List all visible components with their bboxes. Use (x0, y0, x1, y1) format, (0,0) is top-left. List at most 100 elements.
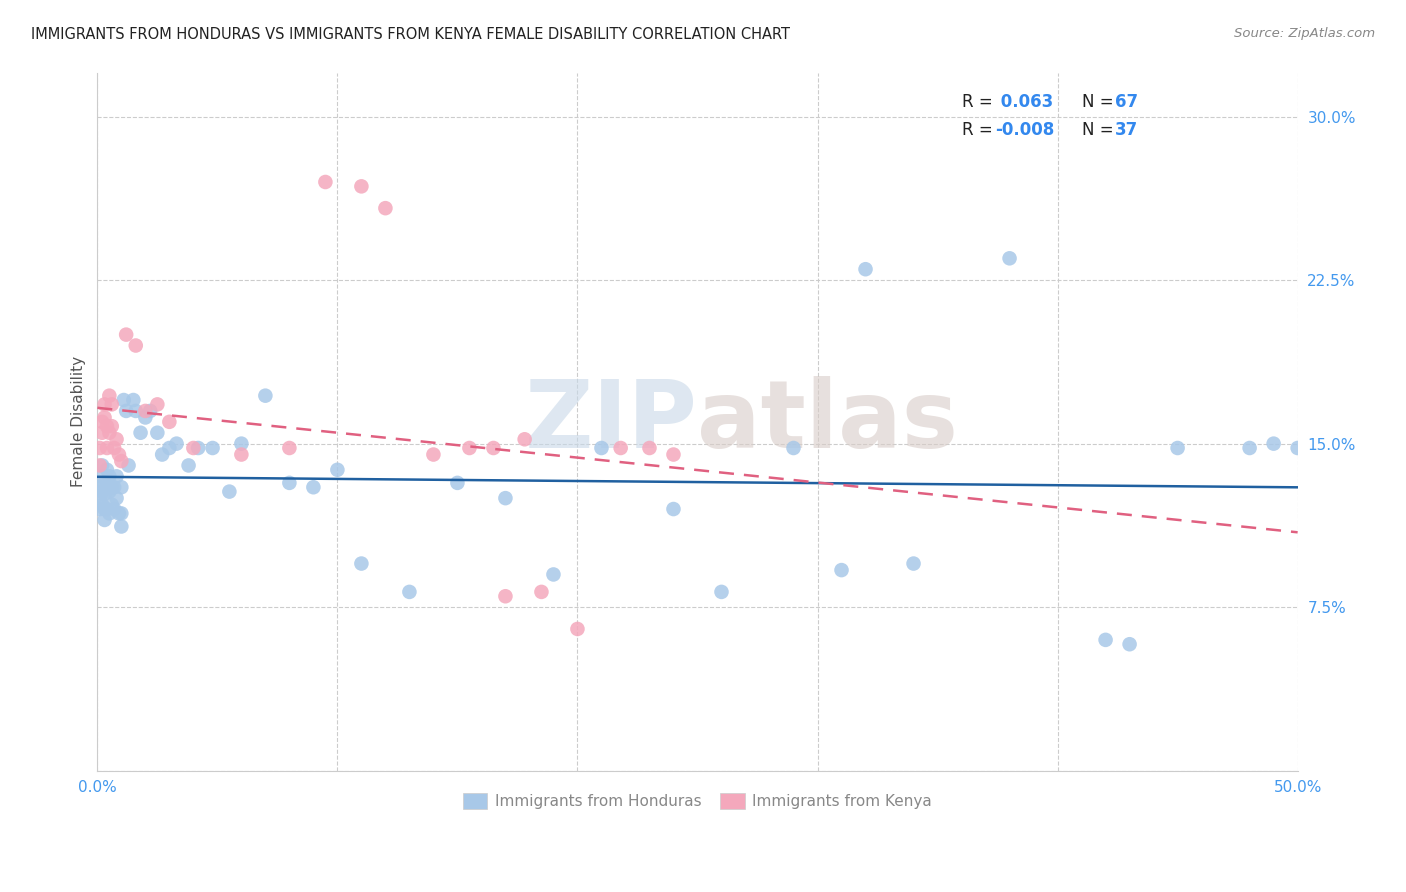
Point (91, 484, 114, 499)
Point (278, 475, 301, 490)
Point (112, 392, 135, 407)
Text: 67: 67 (1115, 94, 1139, 112)
Point (398, 585, 420, 599)
Point (96, 419, 118, 434)
Point (350, 179, 373, 194)
Point (103, 502, 125, 516)
Point (129, 425, 152, 440)
Point (93, 513, 115, 527)
Point (96, 463, 118, 477)
Point (183, 441, 205, 455)
Point (98, 484, 121, 499)
Point (609, 441, 631, 455)
Text: 37: 37 (1115, 121, 1139, 139)
Text: ZIP: ZIP (524, 376, 697, 467)
Point (422, 448, 444, 462)
Point (134, 404, 156, 418)
Point (458, 441, 481, 455)
Point (278, 441, 301, 455)
Point (122, 392, 145, 407)
Point (98, 469, 121, 483)
Text: N =: N = (1081, 94, 1118, 112)
Text: Source: ZipAtlas.com: Source: ZipAtlas.com (1234, 27, 1375, 40)
Point (201, 441, 224, 455)
Point (831, 563, 853, 577)
Point (139, 404, 162, 418)
Point (218, 484, 240, 499)
Point (96, 480, 118, 494)
Point (446, 475, 468, 490)
Text: atlas: atlas (697, 376, 959, 467)
Point (91, 415, 114, 429)
Point (105, 469, 128, 483)
Text: R =: R = (962, 121, 997, 139)
Point (150, 448, 173, 462)
Point (543, 567, 565, 582)
Point (89, 480, 111, 494)
Point (110, 507, 132, 521)
Text: R =: R = (962, 94, 997, 112)
Y-axis label: Female Disability: Female Disability (72, 356, 86, 487)
Point (100, 480, 122, 494)
Point (157, 415, 180, 429)
Point (903, 557, 925, 571)
Point (482, 441, 505, 455)
Text: 0.063: 0.063 (995, 94, 1053, 112)
Point (591, 441, 613, 455)
Point (231, 436, 253, 450)
Point (100, 397, 122, 411)
Point (100, 419, 122, 434)
Point (89, 458, 111, 473)
Point (110, 480, 132, 494)
Point (638, 441, 661, 455)
Point (89, 502, 111, 516)
Point (98, 425, 121, 440)
Point (125, 404, 148, 418)
Point (108, 448, 131, 462)
Point (855, 262, 877, 277)
Point (96, 441, 118, 455)
Point (115, 404, 138, 418)
Point (1239, 441, 1261, 455)
Text: -0.008: -0.008 (995, 121, 1054, 139)
Point (134, 410, 156, 425)
Point (91, 425, 114, 440)
Point (302, 480, 325, 494)
Point (314, 175, 336, 189)
Point (567, 622, 589, 636)
Point (103, 441, 125, 455)
Point (166, 436, 188, 450)
Point (105, 491, 128, 505)
Point (187, 441, 209, 455)
Point (105, 432, 128, 446)
Point (110, 519, 132, 533)
Point (530, 585, 553, 599)
Point (177, 458, 200, 473)
Point (513, 432, 536, 446)
Point (494, 491, 516, 505)
Point (91, 469, 114, 483)
Point (93, 475, 115, 490)
Point (93, 487, 115, 501)
Point (103, 480, 125, 494)
Point (93, 410, 115, 425)
Text: IMMIGRANTS FROM HONDURAS VS IMMIGRANTS FROM KENYA FEMALE DISABILITY CORRELATION : IMMIGRANTS FROM HONDURAS VS IMMIGRANTS F… (31, 27, 790, 42)
Point (146, 425, 169, 440)
Point (1118, 637, 1140, 651)
Legend: Immigrants from Honduras, Immigrants from Kenya: Immigrants from Honduras, Immigrants fro… (457, 787, 938, 815)
Point (374, 201, 396, 215)
Point (96, 502, 118, 516)
Point (146, 397, 169, 411)
Point (100, 498, 122, 512)
Point (662, 502, 685, 516)
Point (125, 338, 148, 352)
Point (93, 397, 115, 411)
Point (254, 389, 277, 403)
Point (91, 498, 114, 512)
Point (494, 589, 516, 603)
Point (110, 454, 132, 468)
Point (350, 557, 373, 571)
Point (1167, 441, 1189, 455)
Point (93, 502, 115, 516)
Text: N =: N = (1081, 121, 1118, 139)
